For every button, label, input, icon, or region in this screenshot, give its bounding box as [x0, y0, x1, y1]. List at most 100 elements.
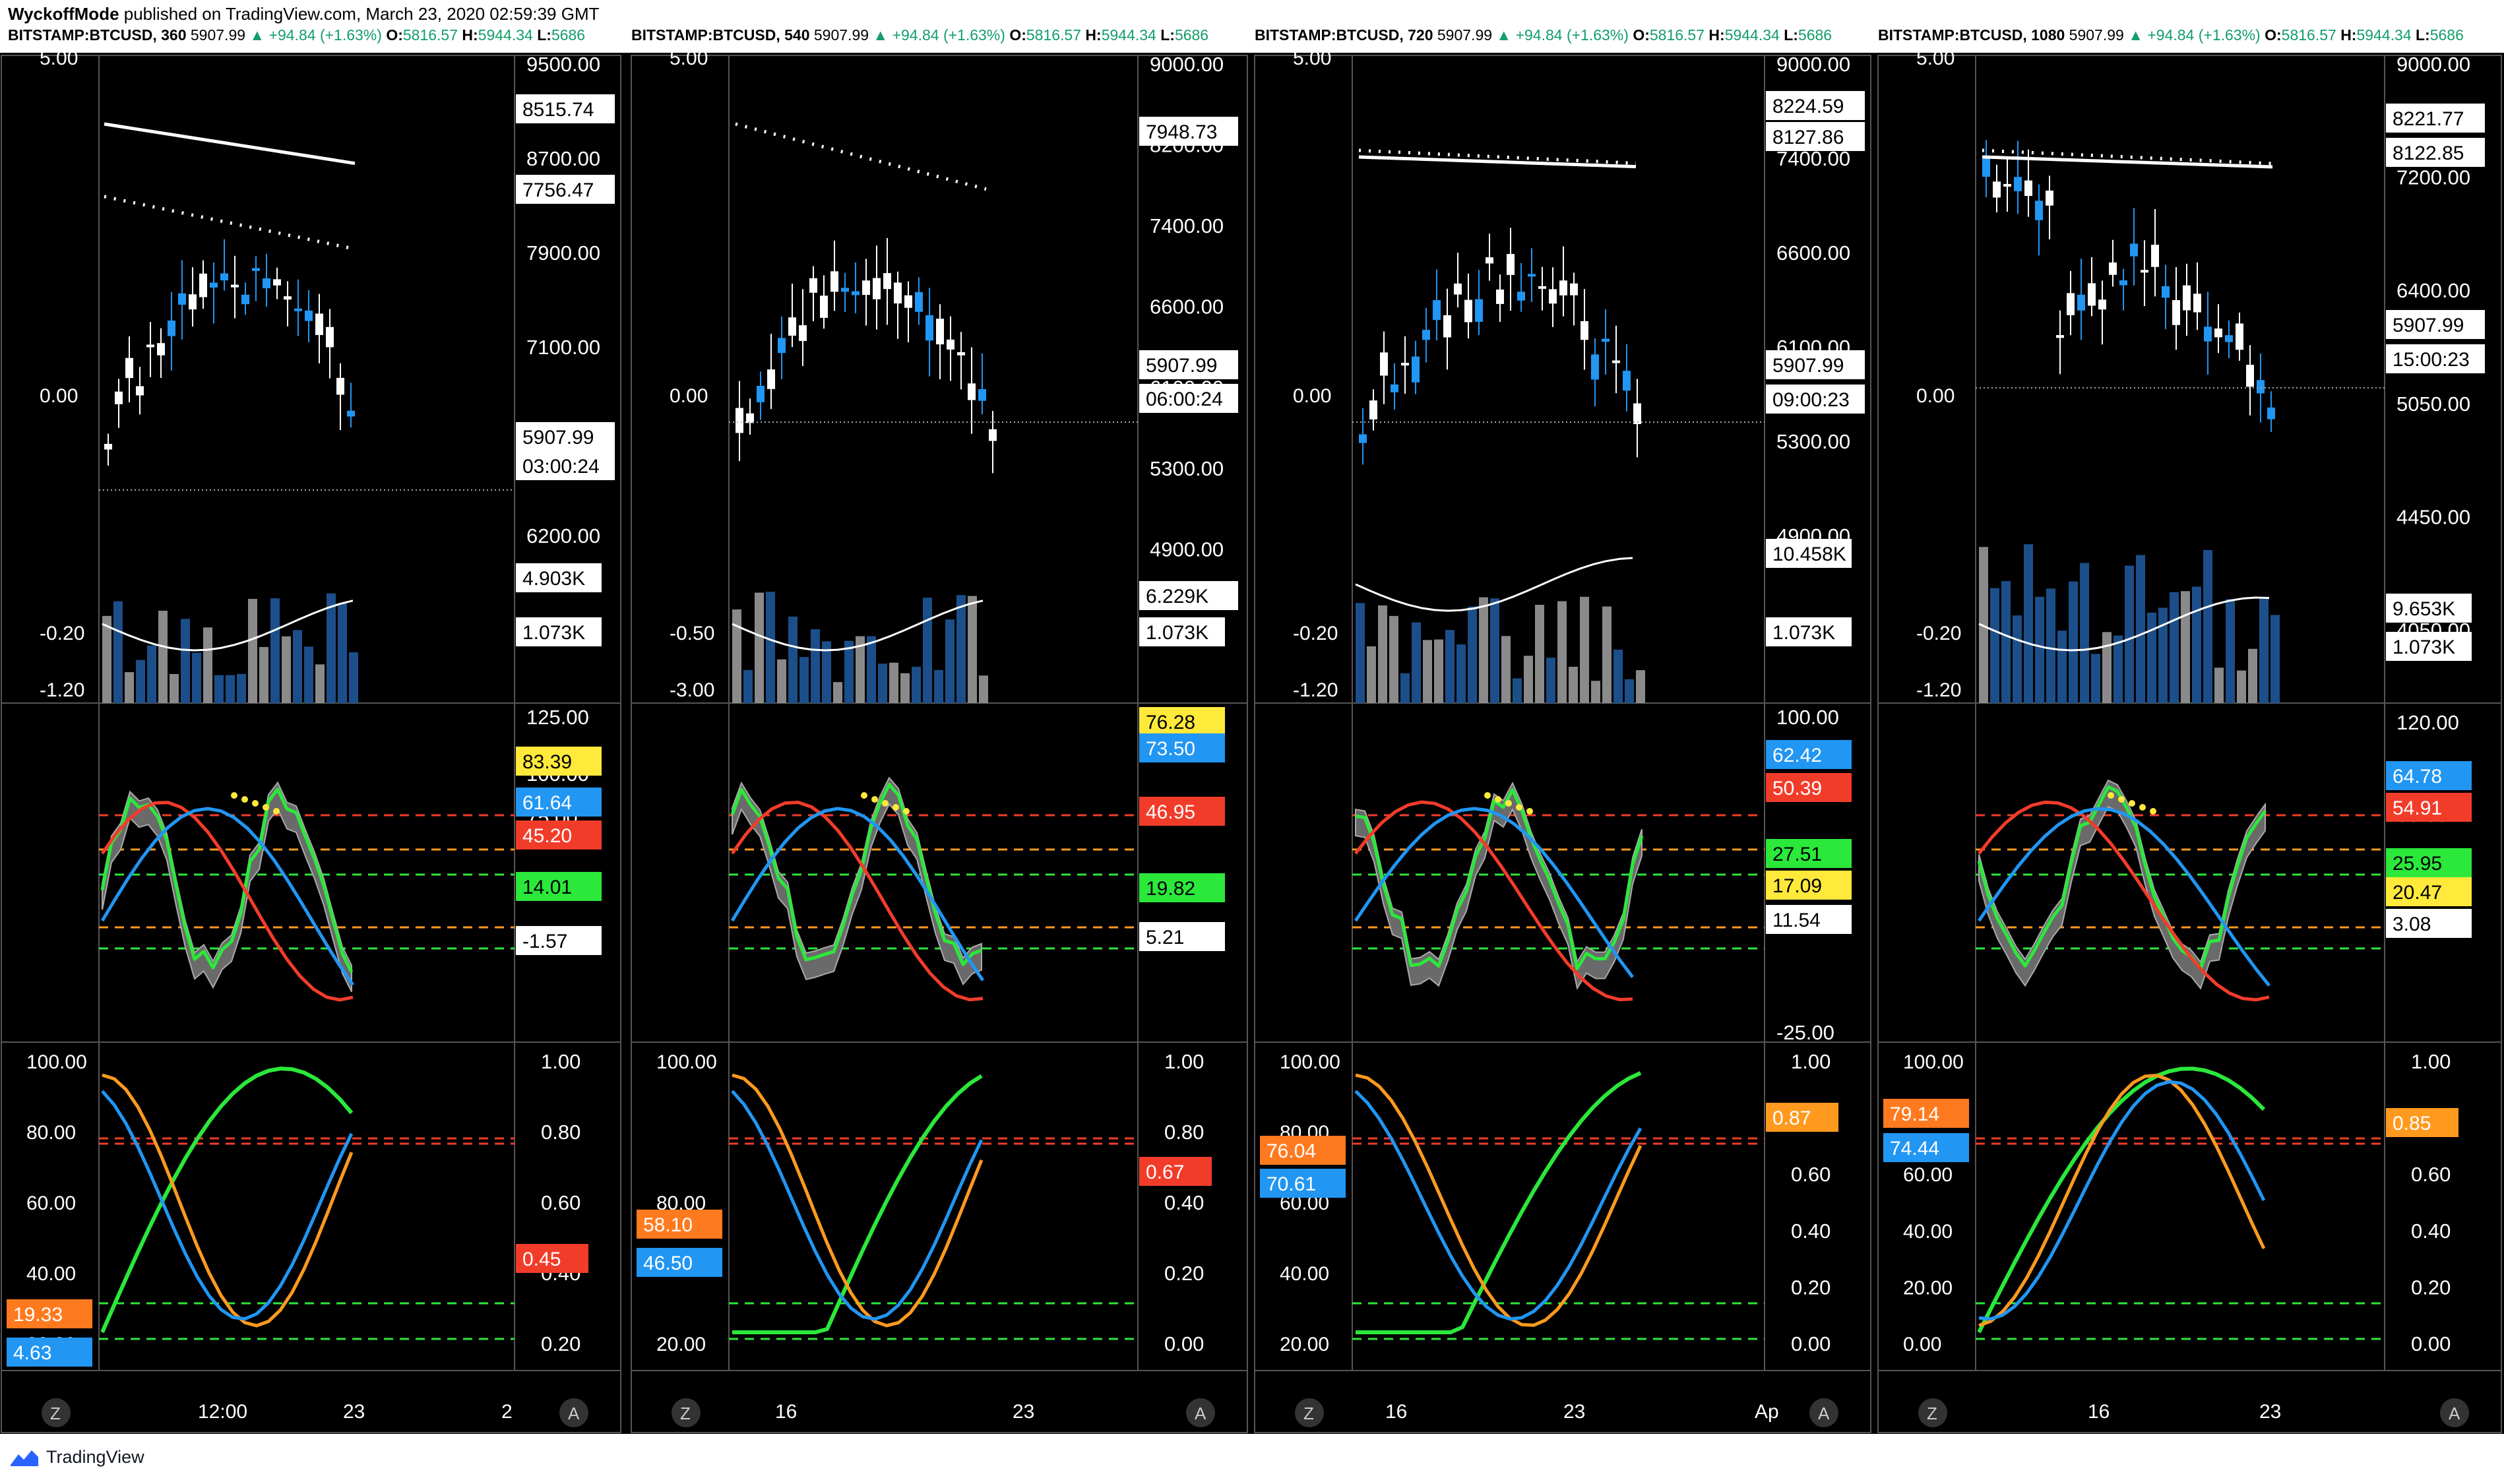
symbol-header-3[interactable]: BITSTAMP:BTCUSD, 720 5907.99 ▲ +94.84 (+…	[1255, 26, 1868, 49]
oscillator-tag-text: 20.47	[2393, 882, 2442, 904]
symbol-header-1[interactable]: BITSTAMP:BTCUSD, 360 5907.99 ▲ +94.84 (+…	[8, 26, 625, 49]
high-value: 5944.34	[1724, 26, 1780, 44]
candle-body	[305, 310, 313, 321]
price-tag-bg	[516, 563, 602, 592]
ma-solid-line	[1358, 155, 1637, 169]
time-tick: 12:00	[198, 1401, 247, 1423]
left-tick: 5.00	[40, 53, 78, 69]
ratio-tick: 0.40	[2411, 1220, 2451, 1243]
volume-bar	[2069, 581, 2078, 703]
candle-body	[2236, 323, 2243, 350]
candle-body	[799, 325, 807, 341]
symbol-header-4[interactable]: BITSTAMP:BTCUSD, 1080 5907.99 ▲ +94.84 (…	[1878, 26, 2499, 49]
price-change: ▲ +94.84 (+1.63%)	[873, 26, 1005, 44]
oscillator-tag-bg	[516, 926, 602, 955]
chart-panel-2: 5.000.00-0.50-3.009000.008200.007400.006…	[631, 53, 1248, 1433]
candle-body	[1507, 254, 1515, 275]
signal-line	[730, 801, 984, 1002]
symbol-name[interactable]: BITSTAMP:BTCUSD, 720	[1255, 26, 1433, 44]
last-price: 5907.99	[813, 26, 869, 44]
candle-body	[2046, 191, 2053, 206]
symbol-name[interactable]: BITSTAMP:BTCUSD, 540	[631, 26, 810, 44]
signal-dot	[241, 796, 248, 803]
percent-tag-bg	[7, 1299, 92, 1328]
fast-line	[730, 782, 982, 966]
price-tag: 06:00:24	[1139, 384, 1238, 413]
price-tick: 5300.00	[1776, 430, 1850, 453]
ratio-tick: 0.00	[1164, 1332, 1204, 1355]
percent-tag-text: 76.04	[1267, 1140, 1316, 1162]
zoom-button[interactable]: Z	[672, 1398, 701, 1427]
chart-panel-4: 5.00 0.00 -0.20 -1.20 9000.00 7200.00 6400.00 5…	[1877, 53, 2502, 1433]
zoom-button[interactable]: Z	[1918, 1398, 1947, 1427]
candle-body	[1993, 181, 2001, 198]
candle-body	[199, 273, 207, 297]
symbol-name[interactable]: BITSTAMP:BTCUSD, 360	[8, 26, 187, 44]
ratio-tick: 1.00	[2411, 1050, 2451, 1073]
candle-body	[841, 288, 849, 292]
ohlc-key: O:	[1009, 26, 1026, 44]
ratio-tick: 0.00	[2411, 1332, 2451, 1355]
candle-body	[904, 295, 912, 308]
candle-body	[862, 280, 870, 295]
price-tag-text: 9.653K	[2393, 598, 2455, 620]
auto-scale-button[interactable]: A	[559, 1398, 588, 1427]
candle-body	[2204, 326, 2212, 342]
ratio-tick: 1.00	[541, 1050, 580, 1073]
price-tag-text: 6.229K	[1146, 586, 1208, 607]
high-value: 5944.34	[1101, 26, 1156, 44]
oscillator-tag-text: 76.28	[1146, 712, 1195, 733]
ma-solid-line	[104, 122, 356, 166]
volume-bar	[1524, 656, 1533, 703]
percent-tick: 80.00	[26, 1122, 76, 1144]
percent-tag: 4.63	[7, 1338, 92, 1367]
ratio-tag: 0.45	[516, 1244, 588, 1273]
price-tick: 7200.00	[2396, 166, 2470, 189]
auto-button-bg	[1186, 1398, 1215, 1427]
candle-body	[1623, 371, 1631, 391]
oscillator-tag-bg	[1139, 733, 1225, 762]
candle-body	[788, 317, 796, 336]
author-name[interactable]: WyckoffMode	[8, 4, 119, 24]
momentum-line	[731, 1090, 984, 1321]
oscillator-tag-text: 19.82	[1146, 878, 1195, 900]
zoom-button-bg	[42, 1398, 71, 1427]
oscillator-tag: 64.78	[2386, 761, 2472, 790]
symbol-name[interactable]: BITSTAMP:BTCUSD, 1080	[1878, 26, 2065, 44]
candle-body	[1570, 283, 1578, 295]
low-value: 5686	[2429, 26, 2464, 44]
volume-bar	[338, 603, 347, 703]
candle-body	[1581, 321, 1588, 340]
auto-scale-button[interactable]: A	[1809, 1398, 1838, 1427]
percent-tick: 0.00	[1903, 1334, 1941, 1355]
volume-bar	[945, 619, 955, 703]
zoom-button-bg	[672, 1398, 701, 1427]
tradingview-logo[interactable]: TradingView	[9, 1447, 144, 1468]
signal-line	[100, 801, 354, 1002]
price-tick: 7100.00	[526, 336, 600, 359]
candle-body	[2172, 300, 2180, 325]
zoom-button[interactable]: Z	[1295, 1398, 1324, 1427]
price-tag-bg	[1139, 581, 1238, 610]
zoom-button[interactable]: Z	[42, 1398, 71, 1427]
time-tick: 23	[1563, 1401, 1585, 1423]
volume-bar	[1625, 679, 1634, 703]
volume-bar	[878, 664, 887, 703]
auto-scale-button[interactable]: A	[2440, 1398, 2469, 1427]
price-tag-text: 7756.47	[522, 179, 594, 201]
percent-tag: 58.10	[637, 1210, 722, 1239]
percent-tag-bg	[637, 1210, 722, 1239]
auto-scale-button[interactable]: A	[1186, 1398, 1215, 1427]
price-tag: 5907.99	[2386, 310, 2485, 339]
oscillator-tag: 27.51	[1766, 839, 1852, 868]
footer-bar: TradingView	[0, 1434, 2504, 1484]
symbol-header-2[interactable]: BITSTAMP:BTCUSD, 540 5907.99 ▲ +94.84 (+…	[631, 26, 1245, 49]
oscillator-tag: 76.28	[1139, 707, 1225, 736]
price-tick: 7900.00	[526, 241, 600, 264]
price-tick: 4900.00	[1150, 538, 1224, 561]
candle-body	[157, 343, 165, 356]
oscillator-tick: 120.00	[2396, 711, 2459, 734]
candle-body	[2267, 407, 2275, 419]
stoch-k-line	[100, 1067, 354, 1334]
price-tag: 5907.99	[1139, 350, 1238, 379]
